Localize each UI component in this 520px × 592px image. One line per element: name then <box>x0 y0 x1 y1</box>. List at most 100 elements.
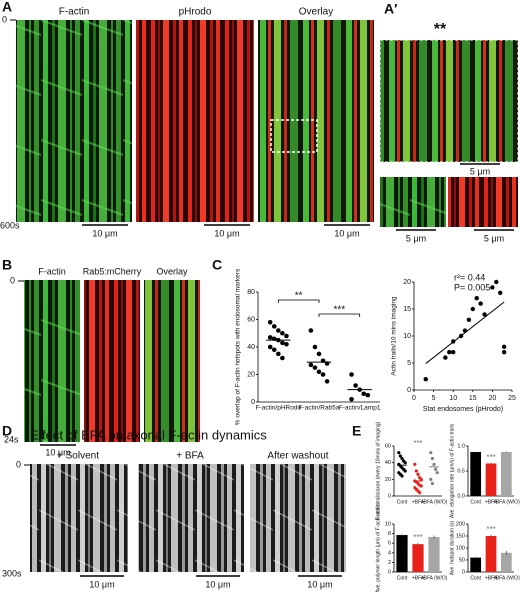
bar <box>396 535 408 572</box>
x-tick-label: +BFA (W/O) <box>421 575 448 581</box>
point <box>429 477 433 481</box>
zoom-image <box>448 177 518 227</box>
x-tick-label: F-actin/Lamp1 <box>339 405 381 412</box>
y-tick-label: 0 <box>388 569 391 575</box>
x-axis-label: Stat endosomes (pHrodo) <box>423 406 503 413</box>
y-tick-label: 80 <box>247 289 255 296</box>
significance: *** <box>486 525 495 534</box>
point <box>419 477 423 481</box>
y-tick-label: 20 <box>385 477 391 483</box>
bar <box>485 536 497 572</box>
y-tick-label: 20 <box>403 279 411 286</box>
point <box>494 279 499 285</box>
point <box>403 461 407 465</box>
bar <box>500 452 512 496</box>
y-tick-label: 8 <box>388 531 391 537</box>
point <box>474 296 479 301</box>
scale-label: 10 μm <box>307 579 332 589</box>
bracket <box>277 299 320 303</box>
point <box>316 351 322 357</box>
scale-label: 10 μm <box>334 228 359 238</box>
point <box>312 344 318 350</box>
y-tick-label: 0 <box>251 399 255 406</box>
point <box>276 351 281 357</box>
scale-label: 5 μm <box>484 233 504 243</box>
scale-label: 10 μm <box>92 228 117 238</box>
kymograph <box>24 280 80 442</box>
kymograph <box>136 20 254 222</box>
point <box>413 462 417 466</box>
image-title: Rab5:mCherry <box>83 266 142 276</box>
point <box>498 290 503 295</box>
x-tick-label: 0 <box>412 395 416 402</box>
scale-label: 5 μm <box>470 166 490 176</box>
point <box>398 454 402 458</box>
point <box>308 328 314 333</box>
point <box>349 372 354 377</box>
image-title: Overlay <box>299 7 333 18</box>
image-title: F-actin <box>59 7 90 18</box>
x-tick-label: +BFA <box>412 575 425 581</box>
time-label: 300s <box>2 568 22 578</box>
point <box>458 333 464 339</box>
point <box>267 335 273 340</box>
marker: ** <box>434 21 447 38</box>
point <box>447 350 452 355</box>
time-label: 0 <box>2 14 7 24</box>
zoom-image <box>379 39 519 163</box>
bracket <box>318 313 361 317</box>
scale-label: 10 μm <box>45 447 70 457</box>
point <box>451 350 456 355</box>
x-tick-label: Cont <box>470 575 481 581</box>
point <box>423 377 428 382</box>
point <box>430 481 434 486</box>
kymograph <box>16 20 132 222</box>
significance: *** <box>413 533 422 542</box>
x-tick-label: +BFA (W/O) <box>421 499 448 505</box>
y-tick-label: 10 <box>403 333 411 340</box>
point <box>284 341 289 347</box>
y-axis-label: Ave. elongation rate (μm/s) of F-actin t… <box>449 423 455 518</box>
point <box>462 328 468 333</box>
scale-label: 10 μm <box>89 579 114 589</box>
image-title: + Solvent <box>57 451 99 462</box>
significance: ** <box>295 291 303 302</box>
point <box>353 383 358 388</box>
y-tick-label: 15 <box>403 306 411 313</box>
y-tick-label: 2 <box>388 560 391 566</box>
bar <box>485 463 497 496</box>
annotation: r²= 0.44 <box>454 272 485 282</box>
panel-label: A′ <box>384 1 398 17</box>
point <box>466 317 472 322</box>
bar <box>412 544 424 572</box>
kymograph <box>250 464 346 572</box>
panel-label: E <box>352 423 361 439</box>
y-tick-label: 40 <box>385 460 391 466</box>
kymograph <box>84 280 140 442</box>
image-title: pHrodo <box>179 7 212 18</box>
y-tick-label: 1.0 <box>457 443 465 449</box>
y-tick-label: 6 <box>388 541 391 547</box>
panel-label: D <box>2 423 12 439</box>
y-tick-label: 20 <box>247 371 255 378</box>
point <box>482 312 487 317</box>
point <box>308 362 314 368</box>
point <box>365 392 371 398</box>
y-tick-label: 0.0 <box>457 493 465 499</box>
y-tick-label: 60 <box>247 316 255 323</box>
point <box>400 474 404 478</box>
point <box>451 339 456 344</box>
x-tick-label: +BFA (W/O) <box>493 575 520 581</box>
point <box>429 451 433 455</box>
kymograph <box>30 464 128 572</box>
point <box>312 365 318 370</box>
y-tick-label: 100 <box>456 545 465 551</box>
y-tick-label: 0.5 <box>457 468 465 474</box>
point <box>280 330 285 336</box>
y-tick-label: 40 <box>247 344 255 351</box>
y-tick-label: 50 <box>459 557 465 563</box>
y-tick-label: 200 <box>456 521 465 527</box>
x-tick-label: F-actin/Rab5a <box>299 405 340 412</box>
point <box>280 340 285 346</box>
y-tick-label: 0 <box>407 387 411 394</box>
